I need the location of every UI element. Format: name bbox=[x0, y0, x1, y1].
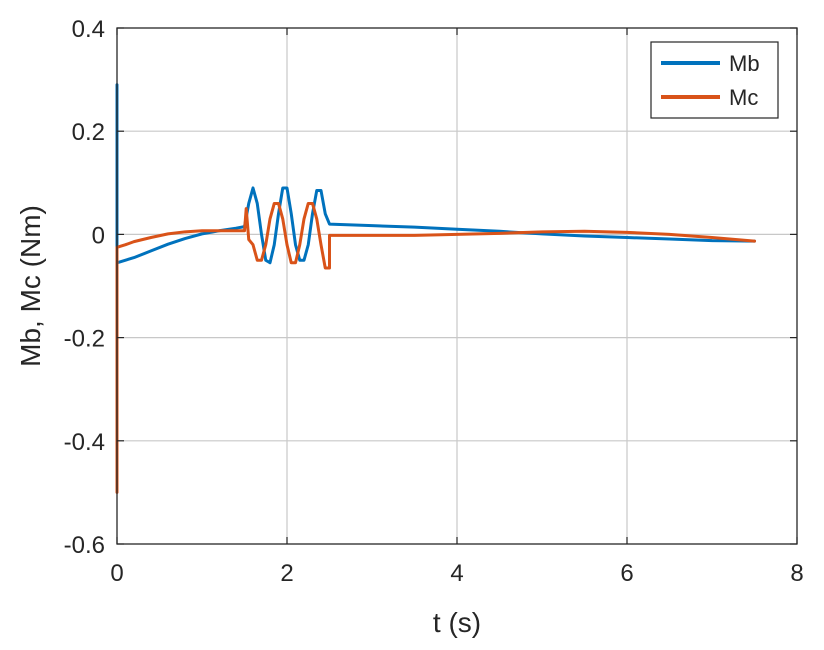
series-line-mb bbox=[115, 83, 756, 265]
legend-label-mc: Mc bbox=[729, 85, 758, 110]
y-axis-label: Mb, Mc (Nm) bbox=[15, 205, 46, 367]
legend: Mb Mc bbox=[650, 41, 779, 119]
x-tick-label: 0 bbox=[110, 560, 123, 587]
y-tick-label: 0.4 bbox=[72, 16, 105, 43]
y-tick-label: -0.6 bbox=[64, 532, 105, 559]
series-line-mc bbox=[115, 201, 756, 494]
axis-ticks: 0 2 4 6 8 -0.6 -0.4 -0.2 0 0.2 0.4 bbox=[64, 16, 804, 587]
x-tick-label: 2 bbox=[280, 560, 293, 587]
x-tick-label: 8 bbox=[790, 560, 803, 587]
x-tick-label: 4 bbox=[450, 560, 463, 587]
x-axis-label: t (s) bbox=[433, 607, 481, 638]
y-tick-label: -0.2 bbox=[64, 326, 105, 353]
series-lines bbox=[115, 83, 756, 494]
y-tick-label: 0 bbox=[92, 222, 105, 249]
legend-box bbox=[650, 41, 779, 119]
y-tick-label: -0.4 bbox=[64, 429, 105, 456]
y-tick-label: 0.2 bbox=[72, 119, 105, 146]
legend-label-mb: Mb bbox=[729, 51, 760, 76]
x-tick-label: 6 bbox=[620, 560, 633, 587]
